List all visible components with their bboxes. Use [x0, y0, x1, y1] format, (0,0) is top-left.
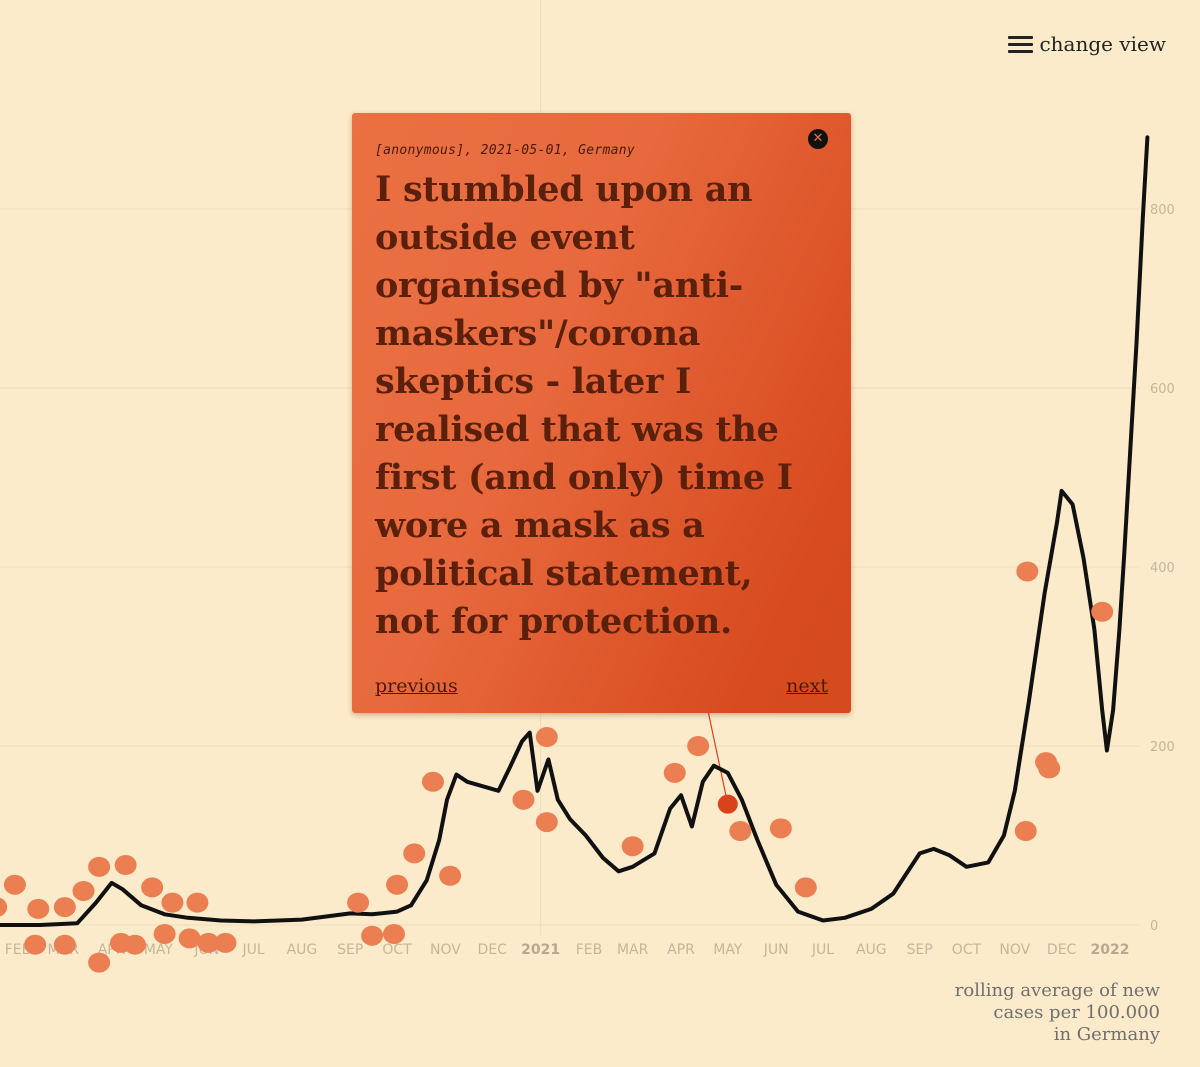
story-dot[interactable]: [114, 855, 137, 876]
story-dot[interactable]: [347, 892, 370, 913]
caption-line: rolling average of new: [954, 980, 1160, 1001]
next-link[interactable]: next: [786, 675, 828, 697]
active-story-dot[interactable]: [717, 794, 738, 814]
x-tick-label: JUL: [241, 942, 264, 958]
story-dot[interactable]: [769, 818, 792, 839]
y-tick-label: 400: [1150, 561, 1175, 576]
close-icon[interactable]: ✕: [808, 129, 828, 149]
caption-line: cases per 100.000: [993, 1002, 1160, 1023]
story-dots: [0, 561, 1114, 973]
story-dot[interactable]: [621, 836, 644, 857]
story-dot[interactable]: [27, 898, 50, 919]
story-dot[interactable]: [403, 843, 426, 864]
hamburger-menu-icon: [1008, 35, 1034, 53]
story-dot[interactable]: [439, 865, 462, 886]
x-tick-label: SEP: [337, 942, 363, 958]
cases-line: [0, 135, 1150, 927]
x-tick-label: AUG: [856, 942, 887, 958]
story-dot[interactable]: [141, 877, 164, 898]
x-tick-label: DEC: [1047, 942, 1077, 958]
x-tick-label: SEP: [907, 942, 933, 958]
x-tick-label: AUG: [287, 942, 318, 958]
chart-caption: rolling average of new cases per 100.000…: [900, 980, 1160, 1046]
story-quote: I stumbled upon an outside event organis…: [375, 169, 793, 642]
story-dot[interactable]: [186, 892, 209, 913]
x-tick-label: JUN: [763, 942, 789, 958]
story-dot[interactable]: [1038, 758, 1061, 779]
x-tick-label: FEB: [576, 942, 603, 958]
story-dot[interactable]: [53, 897, 76, 918]
story-dot[interactable]: [72, 880, 95, 901]
x-tick-label: 2021: [521, 942, 560, 958]
story-dot[interactable]: [0, 897, 8, 917]
change-view-label: change view: [1039, 32, 1166, 56]
story-dot[interactable]: [53, 934, 76, 955]
story-dot[interactable]: [1016, 561, 1039, 582]
story-dot[interactable]: [153, 923, 176, 944]
story-dot[interactable]: [24, 934, 47, 955]
caption-line: in Germany: [1053, 1024, 1160, 1045]
y-tick-label: 800: [1150, 203, 1175, 218]
story-dot[interactable]: [88, 952, 111, 973]
story-dot[interactable]: [729, 821, 752, 842]
story-dot[interactable]: [3, 874, 26, 895]
story-dot[interactable]: [88, 856, 111, 877]
x-tick-label: MAY: [713, 942, 743, 958]
story-dot[interactable]: [161, 892, 184, 913]
story-dot[interactable]: [197, 932, 220, 953]
story-dot[interactable]: [361, 925, 384, 946]
y-axis: 0 200 400 600 800: [1150, 203, 1175, 934]
y-tick-label: 0: [1150, 919, 1158, 934]
story-dot[interactable]: [124, 934, 146, 955]
story-dot[interactable]: [794, 877, 817, 898]
story-popup: ✕ [anonymous], 2021-05-01, Germany I stu…: [352, 113, 851, 713]
story-dot[interactable]: [512, 789, 535, 810]
story-dot[interactable]: [214, 932, 237, 953]
previous-link[interactable]: previous: [375, 675, 458, 697]
story-dot[interactable]: [1014, 821, 1037, 842]
x-tick-label: NOV: [430, 942, 461, 958]
story-dot[interactable]: [178, 928, 201, 949]
x-tick-label: OCT: [382, 942, 412, 958]
y-tick-label: 200: [1150, 740, 1175, 755]
y-tick-label: 600: [1150, 382, 1175, 397]
story-dot[interactable]: [382, 923, 405, 944]
x-tick-label: 2022: [1091, 942, 1130, 958]
x-tick-label: JUL: [811, 942, 834, 958]
x-tick-label: APR: [667, 942, 695, 958]
x-tick-label: NOV: [999, 942, 1030, 958]
x-axis: FEBMARAPRMAYJUNJULAUGSEPOCTNOVDEC2021FEB…: [5, 942, 1130, 958]
story-dot[interactable]: [535, 812, 558, 833]
story-dot[interactable]: [386, 874, 409, 895]
x-tick-label: MAR: [617, 942, 649, 958]
story-dot[interactable]: [663, 762, 686, 783]
story-dot[interactable]: [421, 771, 444, 792]
change-view-button[interactable]: change view: [1008, 32, 1166, 56]
story-dot[interactable]: [687, 736, 710, 756]
x-tick-label: DEC: [478, 942, 508, 958]
story-dot[interactable]: [535, 727, 558, 748]
story-dot[interactable]: [1091, 601, 1114, 622]
x-tick-label: MAY: [144, 942, 174, 958]
x-tick-label: OCT: [952, 942, 982, 958]
story-meta: [anonymous], 2021-05-01, Germany: [375, 143, 636, 158]
